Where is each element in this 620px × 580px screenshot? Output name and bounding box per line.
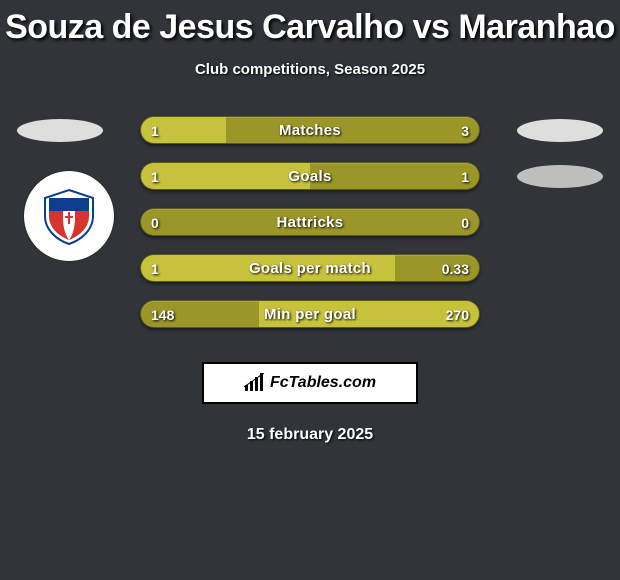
stat-bar: 1 3 Matches: [140, 116, 480, 144]
stat-row: 0 0 Hattricks: [0, 208, 620, 254]
attribution-box: FcTables.com: [202, 362, 418, 404]
stat-bar: 0 0 Hattricks: [140, 208, 480, 236]
stat-label: Min per goal: [141, 301, 479, 327]
stat-row: 1 3 Matches: [0, 116, 620, 162]
stat-label: Goals per match: [141, 255, 479, 281]
bar-chart-icon: [244, 373, 266, 393]
stat-row: 1 1 Goals: [0, 162, 620, 208]
stat-bar: 1 1 Goals: [140, 162, 480, 190]
stat-label: Goals: [141, 163, 479, 189]
stat-bar: 148 270 Min per goal: [140, 300, 480, 328]
stat-label: Hattricks: [141, 209, 479, 235]
stats-area: 1 3 Matches 1 1 Goals 0 0 Hattricks 1 0.…: [0, 116, 620, 346]
page-title: Souza de Jesus Carvalho vs Maranhao: [0, 0, 620, 47]
stat-row: 148 270 Min per goal: [0, 300, 620, 346]
date-text: 15 february 2025: [0, 426, 620, 444]
player-right-placeholder-2: [517, 165, 603, 188]
stat-row: 1 0.33 Goals per match: [0, 254, 620, 300]
attribution-text: FcTables.com: [270, 374, 376, 392]
subtitle: Club competitions, Season 2025: [0, 61, 620, 78]
stat-label: Matches: [141, 117, 479, 143]
stat-bar: 1 0.33 Goals per match: [140, 254, 480, 282]
